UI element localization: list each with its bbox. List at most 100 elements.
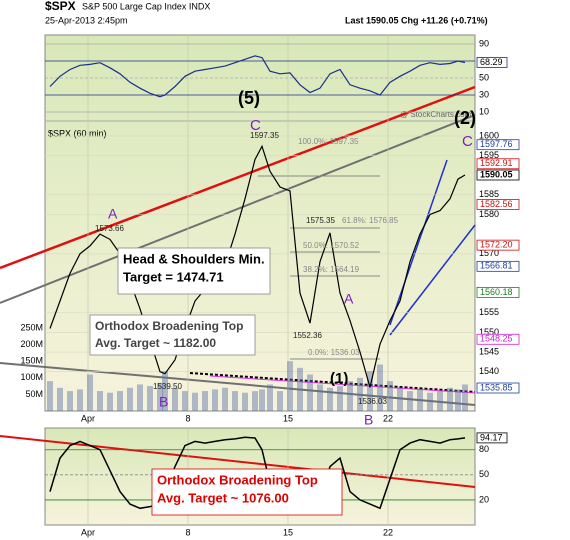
volume-bar bbox=[317, 384, 323, 411]
annotation: C bbox=[250, 117, 261, 134]
y-tick-label: 1540 bbox=[479, 366, 499, 376]
level-box bbox=[476, 169, 520, 181]
subtitle: S&P 500 Large Cap Index INDX bbox=[82, 1, 210, 11]
volume-bar bbox=[277, 391, 283, 411]
level-box bbox=[476, 158, 520, 170]
y-tick-label: 1595 bbox=[479, 150, 499, 160]
y-tick-label: 1545 bbox=[479, 346, 499, 356]
volume-bar bbox=[182, 391, 188, 411]
level-box bbox=[476, 199, 520, 210]
level-label: 1597.76 bbox=[480, 139, 513, 149]
box-text: Orthodox Broadening Top bbox=[157, 472, 318, 487]
annotation: 1597.35 bbox=[250, 131, 279, 140]
volume-tick-label: 250M bbox=[20, 322, 43, 332]
level-label: 1572.20 bbox=[480, 240, 513, 250]
stoch-tick-label: 20 bbox=[479, 494, 489, 504]
annotation: B bbox=[159, 394, 168, 410]
volume-bar bbox=[427, 392, 433, 411]
volume-bar bbox=[387, 381, 393, 411]
rsi-line bbox=[49, 55, 466, 98]
volume-tick-label: 200M bbox=[20, 339, 43, 349]
volume-bar bbox=[377, 364, 383, 411]
volume-bar bbox=[87, 374, 93, 411]
rsi-tick-label: 50 bbox=[479, 72, 489, 82]
annotation-box bbox=[151, 468, 343, 516]
annotation: (1) bbox=[330, 370, 348, 387]
annotation: C bbox=[462, 133, 473, 150]
level-box bbox=[476, 260, 520, 272]
volume-bar bbox=[347, 381, 353, 411]
volume-bar bbox=[242, 392, 248, 411]
y-tick-label: 1555 bbox=[479, 307, 499, 317]
annotation: 0.0%: 1536.03 bbox=[308, 348, 360, 357]
level-label: 1590.05 bbox=[480, 169, 513, 179]
volume-bar bbox=[259, 389, 265, 411]
annotation: A bbox=[344, 291, 354, 307]
rsi-last-box bbox=[476, 57, 508, 68]
annotation: 1573.66 bbox=[95, 224, 124, 233]
volume-bar bbox=[157, 382, 163, 411]
volume-bar bbox=[267, 384, 273, 411]
volume-bar bbox=[397, 387, 403, 411]
volume-bar bbox=[462, 384, 468, 411]
x-tick-label: 22 bbox=[383, 413, 393, 423]
rsi-last: 68.29 bbox=[480, 57, 503, 67]
box-text: Head & Shoulders Min. bbox=[123, 251, 265, 266]
volume-bar bbox=[357, 377, 363, 411]
volume-bar bbox=[137, 384, 143, 411]
volume-bar bbox=[212, 389, 218, 411]
volume-bar bbox=[107, 392, 113, 411]
annotation-box bbox=[89, 314, 256, 356]
volume-bar bbox=[327, 387, 333, 411]
annotation: 100.0%: 1597.35 bbox=[298, 137, 359, 146]
date: 25-Apr-2013 2:45pm bbox=[45, 15, 128, 25]
volume-bar bbox=[252, 391, 258, 411]
quote: Last 1590.05 Chg +11.26 (+0.71%) bbox=[345, 15, 488, 25]
rsi-tick-label: 30 bbox=[479, 89, 489, 99]
box-text: Orthodox Broadening Top bbox=[95, 319, 243, 333]
volume-bar bbox=[222, 387, 228, 411]
level-box bbox=[476, 139, 520, 151]
volume-bar bbox=[47, 381, 53, 411]
y-tick-label: 1580 bbox=[479, 209, 499, 219]
volume-bar bbox=[307, 374, 313, 411]
volume-bar bbox=[67, 391, 73, 411]
x-tick-label: Apr bbox=[81, 413, 95, 423]
x-tick-label: 22 bbox=[383, 527, 393, 537]
stoch-line bbox=[49, 436, 466, 510]
level-label: 1560.18 bbox=[480, 287, 513, 297]
annotation: A bbox=[108, 206, 118, 222]
volume-bar bbox=[337, 386, 343, 411]
level-box bbox=[476, 382, 520, 394]
annotation-box bbox=[117, 247, 271, 295]
y-tick-label: 1585 bbox=[479, 189, 499, 199]
volume-bar bbox=[172, 387, 178, 411]
x-tick-label: 15 bbox=[283, 413, 293, 423]
volume-bar bbox=[127, 387, 133, 411]
annotation: 1536.03 bbox=[358, 397, 387, 406]
volume-bar bbox=[202, 391, 208, 411]
box-text: Avg. Target ~ 1182.00 bbox=[95, 336, 216, 350]
volume-tick-label: 50M bbox=[25, 389, 43, 399]
level-box bbox=[476, 286, 520, 298]
volume-bar bbox=[77, 389, 83, 411]
level-label: 1548.25 bbox=[480, 334, 513, 344]
volume-bar bbox=[192, 392, 198, 411]
level-label: 1592.91 bbox=[480, 158, 513, 168]
x-tick-label: 8 bbox=[185, 527, 190, 537]
x-tick-label: 8 bbox=[185, 413, 190, 423]
annotation: 1575.35 bbox=[306, 216, 335, 225]
volume-bar bbox=[117, 391, 123, 411]
annotation: (5) bbox=[238, 88, 260, 108]
rsi-tick-label: 90 bbox=[479, 38, 489, 48]
volume-bar bbox=[287, 361, 293, 411]
ticker: $SPX bbox=[45, 0, 76, 13]
y-tick-label: 1570 bbox=[479, 248, 499, 258]
annotation: 50.0%: 1570.52 bbox=[303, 241, 360, 250]
x-tick-label: Apr bbox=[81, 527, 95, 537]
y-tick-label: 1550 bbox=[479, 327, 499, 337]
volume-bar bbox=[407, 391, 413, 411]
annotation: 1552.36 bbox=[293, 331, 322, 340]
stoch-tick-label: 80 bbox=[479, 444, 489, 454]
